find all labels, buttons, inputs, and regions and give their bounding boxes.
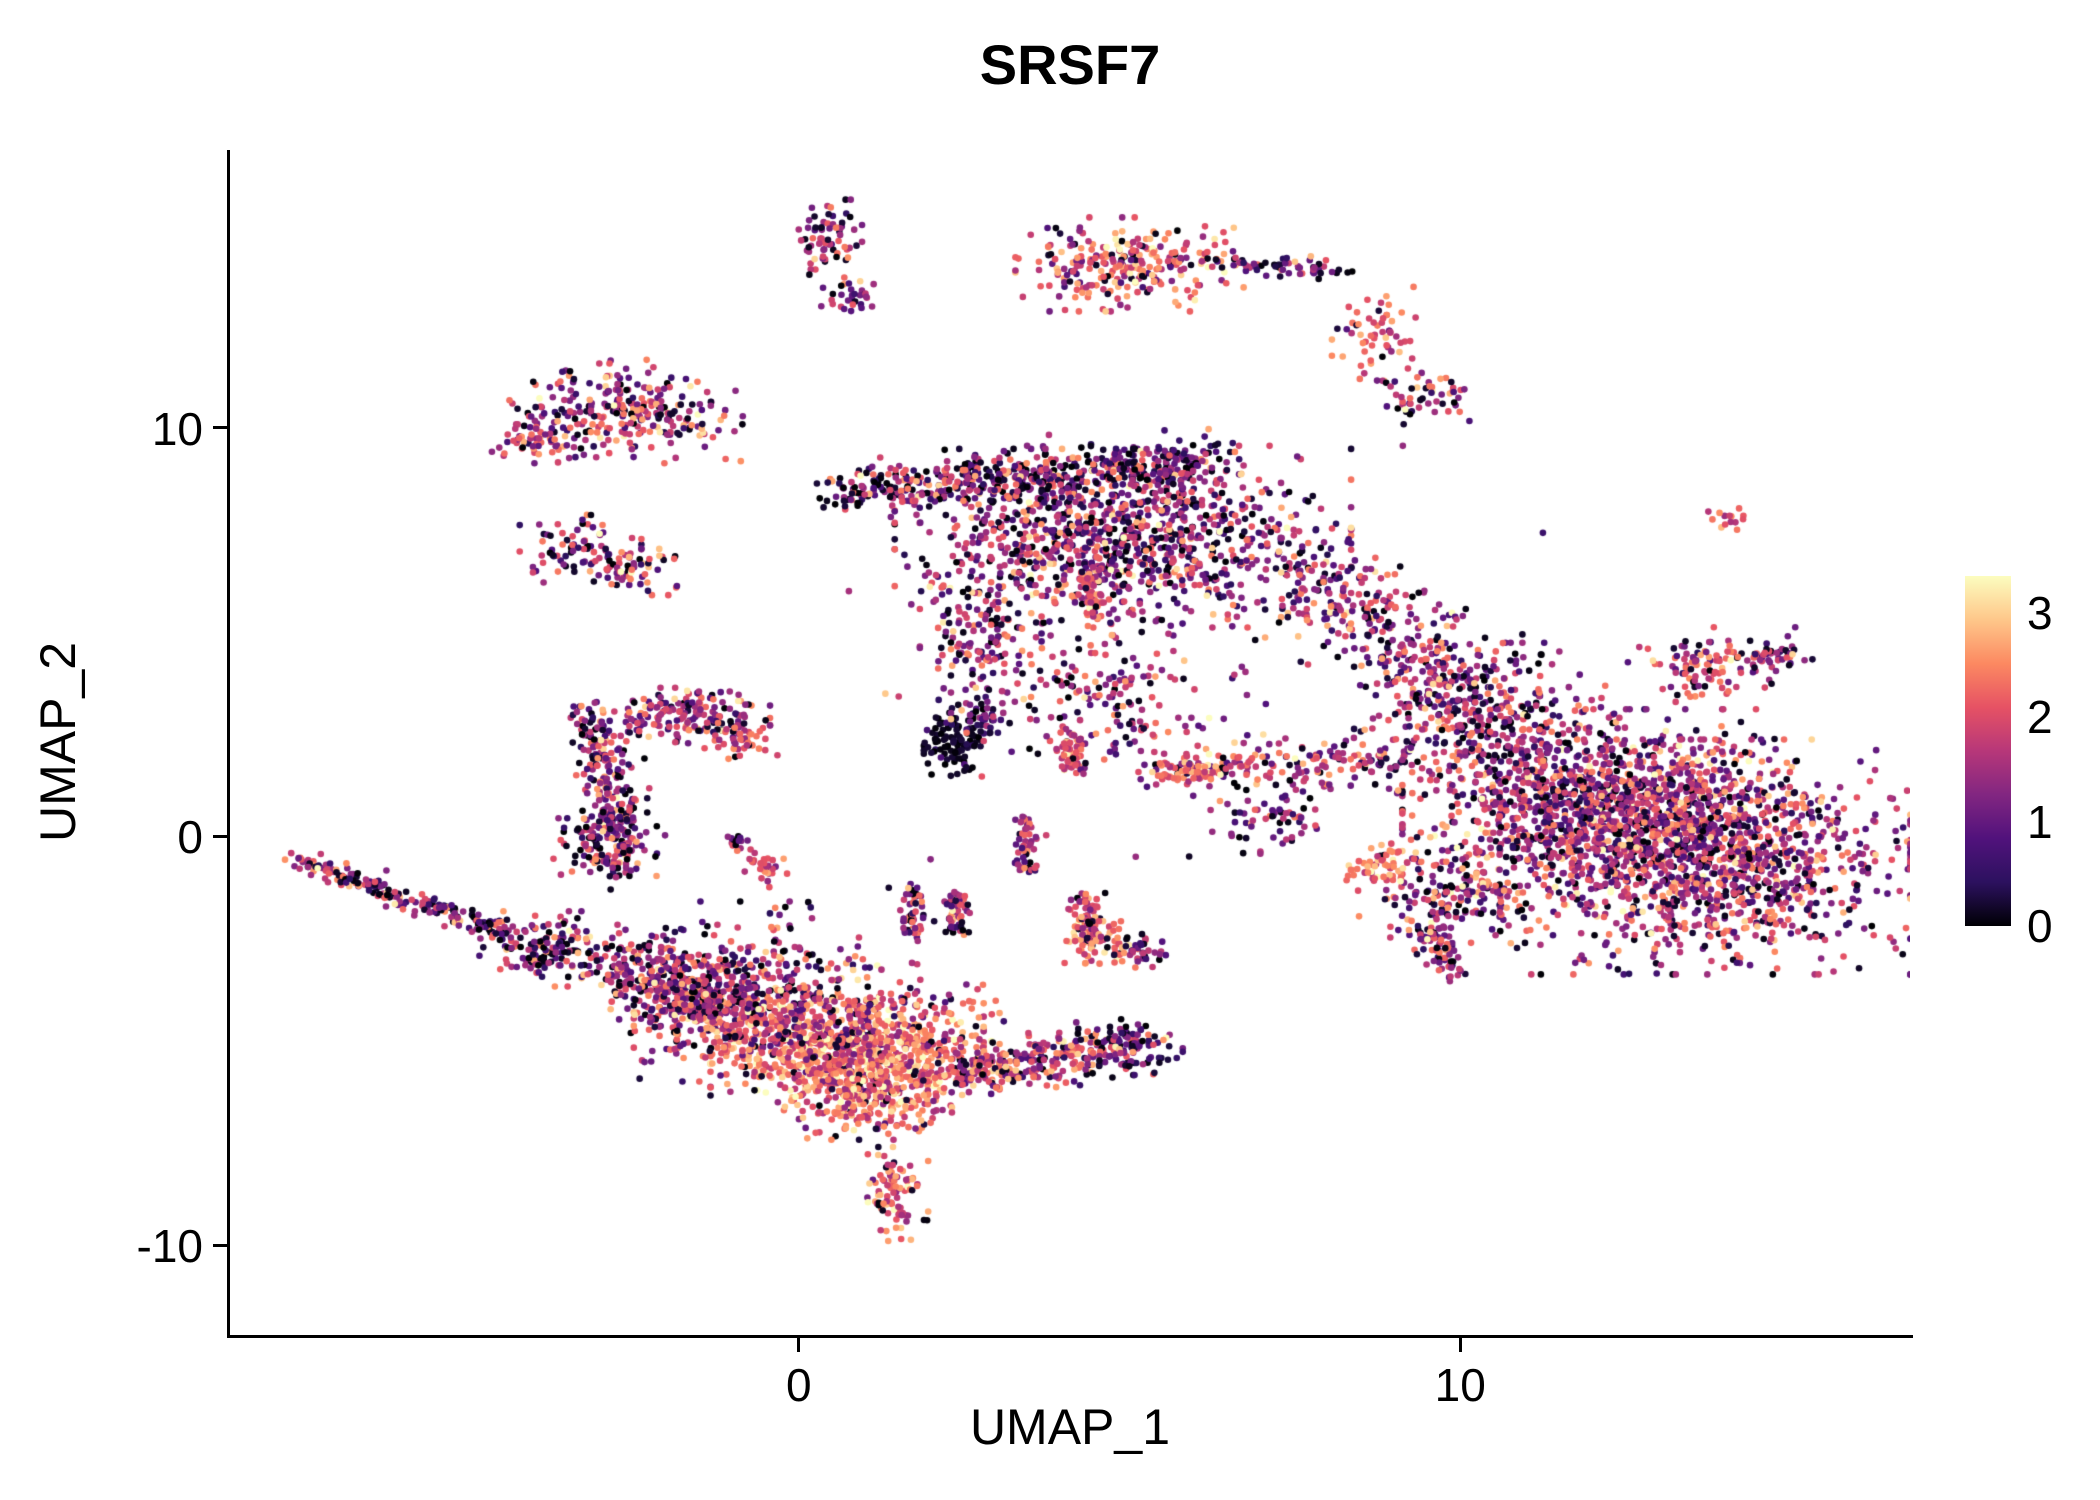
- colorbar-tick-label: 3: [2027, 586, 2053, 639]
- x-axis-line: [227, 1335, 1913, 1338]
- y-tick-mark: [213, 834, 227, 838]
- colorbar-tick-label: 2: [2027, 691, 2053, 744]
- x-tick-mark: [1458, 1338, 1462, 1352]
- y-tick-label: 0: [177, 811, 203, 864]
- x-tick-label: 0: [786, 1359, 812, 1411]
- colorbar-gradient: [1965, 576, 2011, 926]
- colorbar-tick-label: 0: [2027, 900, 2053, 952]
- plot-title: SRSF7: [979, 33, 1161, 96]
- scatter-points-canvas: [230, 150, 1910, 1335]
- y-axis-line: [227, 150, 230, 1338]
- colorbar-tick-label: 1: [2027, 795, 2053, 848]
- x-tick-label: 10: [1434, 1359, 1486, 1411]
- y-tick-mark: [213, 1243, 227, 1247]
- y-tick-mark: [213, 426, 227, 430]
- plot-panel: [230, 150, 1910, 1335]
- x-tick-mark: [797, 1338, 801, 1352]
- colorbar: 0 1 2 3: [1965, 576, 2100, 952]
- y-tick-label: 10: [151, 402, 203, 455]
- y-tick-label: -10: [136, 1220, 203, 1273]
- x-axis-title: UMAP_1: [969, 1399, 1171, 1455]
